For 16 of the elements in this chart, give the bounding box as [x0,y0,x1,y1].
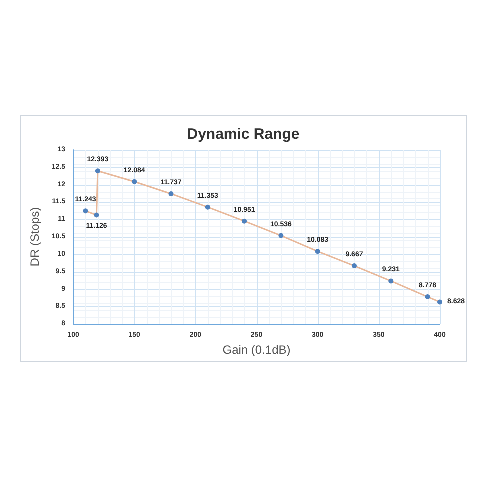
point [242,218,248,224]
point [438,300,442,305]
x-axis-title: Gain (0.1dB) [222,343,291,357]
point [132,179,138,184]
y-axis-title: DR (Stops) [28,207,42,267]
point [94,212,100,218]
point [315,249,320,254]
point [388,278,394,284]
point [95,168,100,174]
point [425,294,430,300]
point [83,208,88,214]
point [278,233,284,238]
point [168,191,174,196]
point [352,264,357,269]
point [205,204,210,210]
chart-title: Dynamic Range [187,126,300,143]
